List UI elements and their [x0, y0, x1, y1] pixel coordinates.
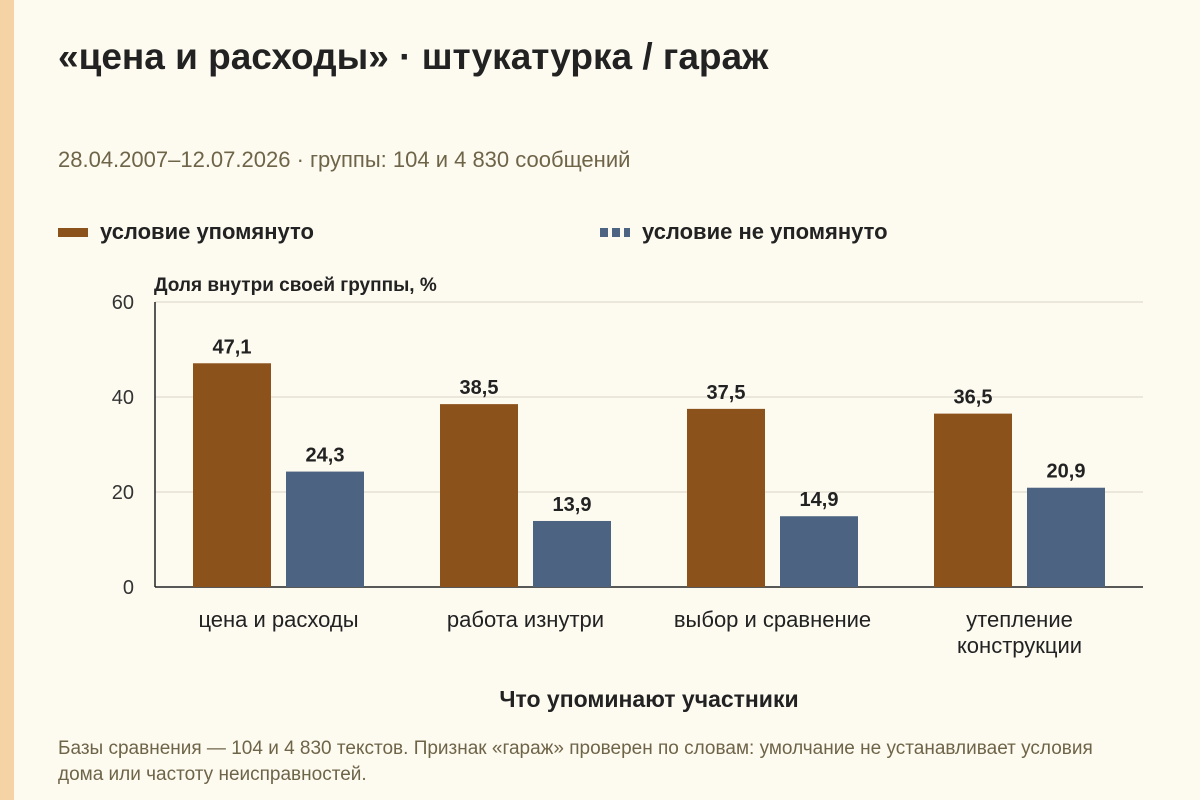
- bar-mentioned: [193, 363, 271, 587]
- data-label: 13,9: [553, 494, 592, 516]
- bar-chart: 0 20 40 60 Доля внутри своей группы, % 47,1 24…: [112, 275, 1143, 712]
- bar-mentioned: [934, 413, 1012, 587]
- x-tick-label: конструкции: [957, 633, 1082, 658]
- x-tick-label: работа изнутри: [447, 607, 604, 632]
- x-axis-label: Что упоминают участники: [499, 686, 798, 712]
- data-label: 14,9: [800, 489, 839, 511]
- y-tick-label: 40: [112, 387, 134, 409]
- x-tick-label: утепление: [966, 607, 1073, 632]
- data-label: 47,1: [213, 336, 252, 358]
- legend-item-not-mentioned: условие не упомянуто: [600, 219, 888, 245]
- footnote: Базы сравнения — 104 и 4 830 текстов. Пр…: [58, 738, 1093, 785]
- data-label: 36,5: [954, 387, 993, 409]
- x-tick-label: цена и расходы: [198, 607, 358, 632]
- chart-subtitle: 28.04.2007–12.07.2026 · группы: 104 и 4 …: [58, 147, 631, 172]
- y-tick-label: 60: [112, 292, 134, 314]
- bar-mentioned: [440, 404, 518, 587]
- x-tick-label: выбор и сравнение: [674, 607, 871, 632]
- y-tick-label: 0: [123, 577, 134, 599]
- data-label: 38,5: [460, 377, 499, 399]
- legend-label-mentioned: условие упомянуто: [100, 219, 314, 244]
- chart-title: «цена и расходы» · штукатурка / гараж: [58, 36, 769, 77]
- legend-swatch-not-mentioned: [600, 227, 630, 237]
- side-accent-stripe: [0, 0, 14, 800]
- y-axis-label: Доля внутри своей группы, %: [154, 275, 437, 296]
- chart-area: 0 20 40 60 Доля внутри своей группы, % 47,1 24…: [0, 265, 1200, 715]
- bar-not-mentioned: [533, 520, 611, 587]
- legend-swatch-mentioned: [58, 227, 88, 237]
- legend-label-not-mentioned: условие не упомянуто: [642, 219, 888, 244]
- data-label: 20,9: [1047, 461, 1086, 483]
- bar-not-mentioned: [1027, 487, 1105, 587]
- bar-not-mentioned: [780, 516, 858, 587]
- y-tick-label: 20: [112, 482, 134, 504]
- legend-item-mentioned: условие упомянуто: [58, 219, 314, 245]
- data-label: 24,3: [306, 445, 345, 467]
- data-label: 37,5: [707, 382, 746, 404]
- bar-mentioned: [687, 408, 765, 587]
- bar-not-mentioned: [286, 471, 364, 587]
